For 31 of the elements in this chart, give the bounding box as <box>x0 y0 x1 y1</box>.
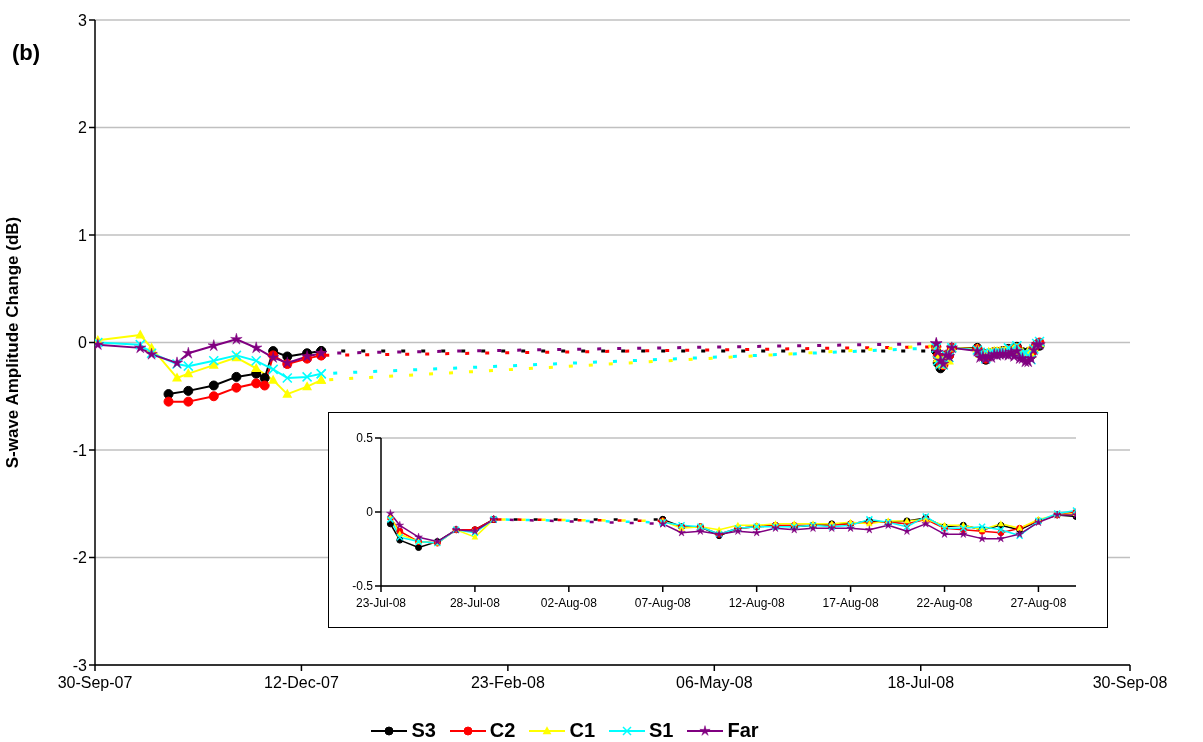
legend-label: C2 <box>489 719 516 742</box>
legend-label: S1 <box>649 719 674 742</box>
x-tick-label: 17-Aug-08 <box>822 595 879 610</box>
legend-label: Far <box>727 719 759 742</box>
y-tick-label: 2 <box>78 119 88 137</box>
text: (b) <box>12 40 41 66</box>
x-tick-label: 18-Jul-08 <box>887 674 955 692</box>
x-tick-label: 28-Jul-08 <box>449 595 501 610</box>
x-tick-label: 12-Aug-08 <box>728 595 786 610</box>
y-tick-label: 1 <box>78 226 88 244</box>
y-axis-title: S-wave Amplitude Change (dB) <box>3 216 23 469</box>
x-tick-label: 06-May-08 <box>676 674 753 692</box>
y-tick-label: 3 <box>78 11 88 29</box>
x-tick-label: 07-Aug-08 <box>634 595 692 610</box>
x-tick-label: 02-Aug-08 <box>540 595 598 610</box>
x-tick-label: 30-Sep-07 <box>57 674 133 692</box>
y-tick-label: -0.5 <box>352 579 374 594</box>
y-tick-label: -3 <box>72 656 88 674</box>
y-tick-label: -1 <box>72 441 88 459</box>
x-tick-label: 27-Aug-08 <box>1010 595 1067 610</box>
y-tick-label: -2 <box>72 549 88 567</box>
x-tick-label: 23-Feb-08 <box>470 674 545 692</box>
x-tick-label: 22-Aug-08 <box>916 595 973 610</box>
x-tick-label: 30-Sep-08 <box>1092 674 1168 692</box>
y-tick-label: 0.5 <box>356 431 374 446</box>
x-tick-label: 12-Dec-07 <box>264 674 339 692</box>
y-tick-label: 0 <box>366 505 374 520</box>
legend-label: C1 <box>569 719 596 742</box>
y-tick-label: 0 <box>78 334 88 352</box>
x-tick-label: 23-Jul-08 <box>355 595 407 610</box>
legend-label: S3 <box>411 719 436 742</box>
